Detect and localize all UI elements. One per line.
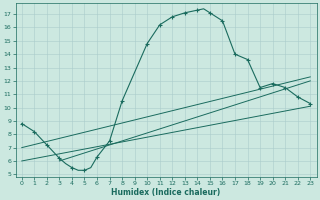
X-axis label: Humidex (Indice chaleur): Humidex (Indice chaleur) bbox=[111, 188, 221, 197]
